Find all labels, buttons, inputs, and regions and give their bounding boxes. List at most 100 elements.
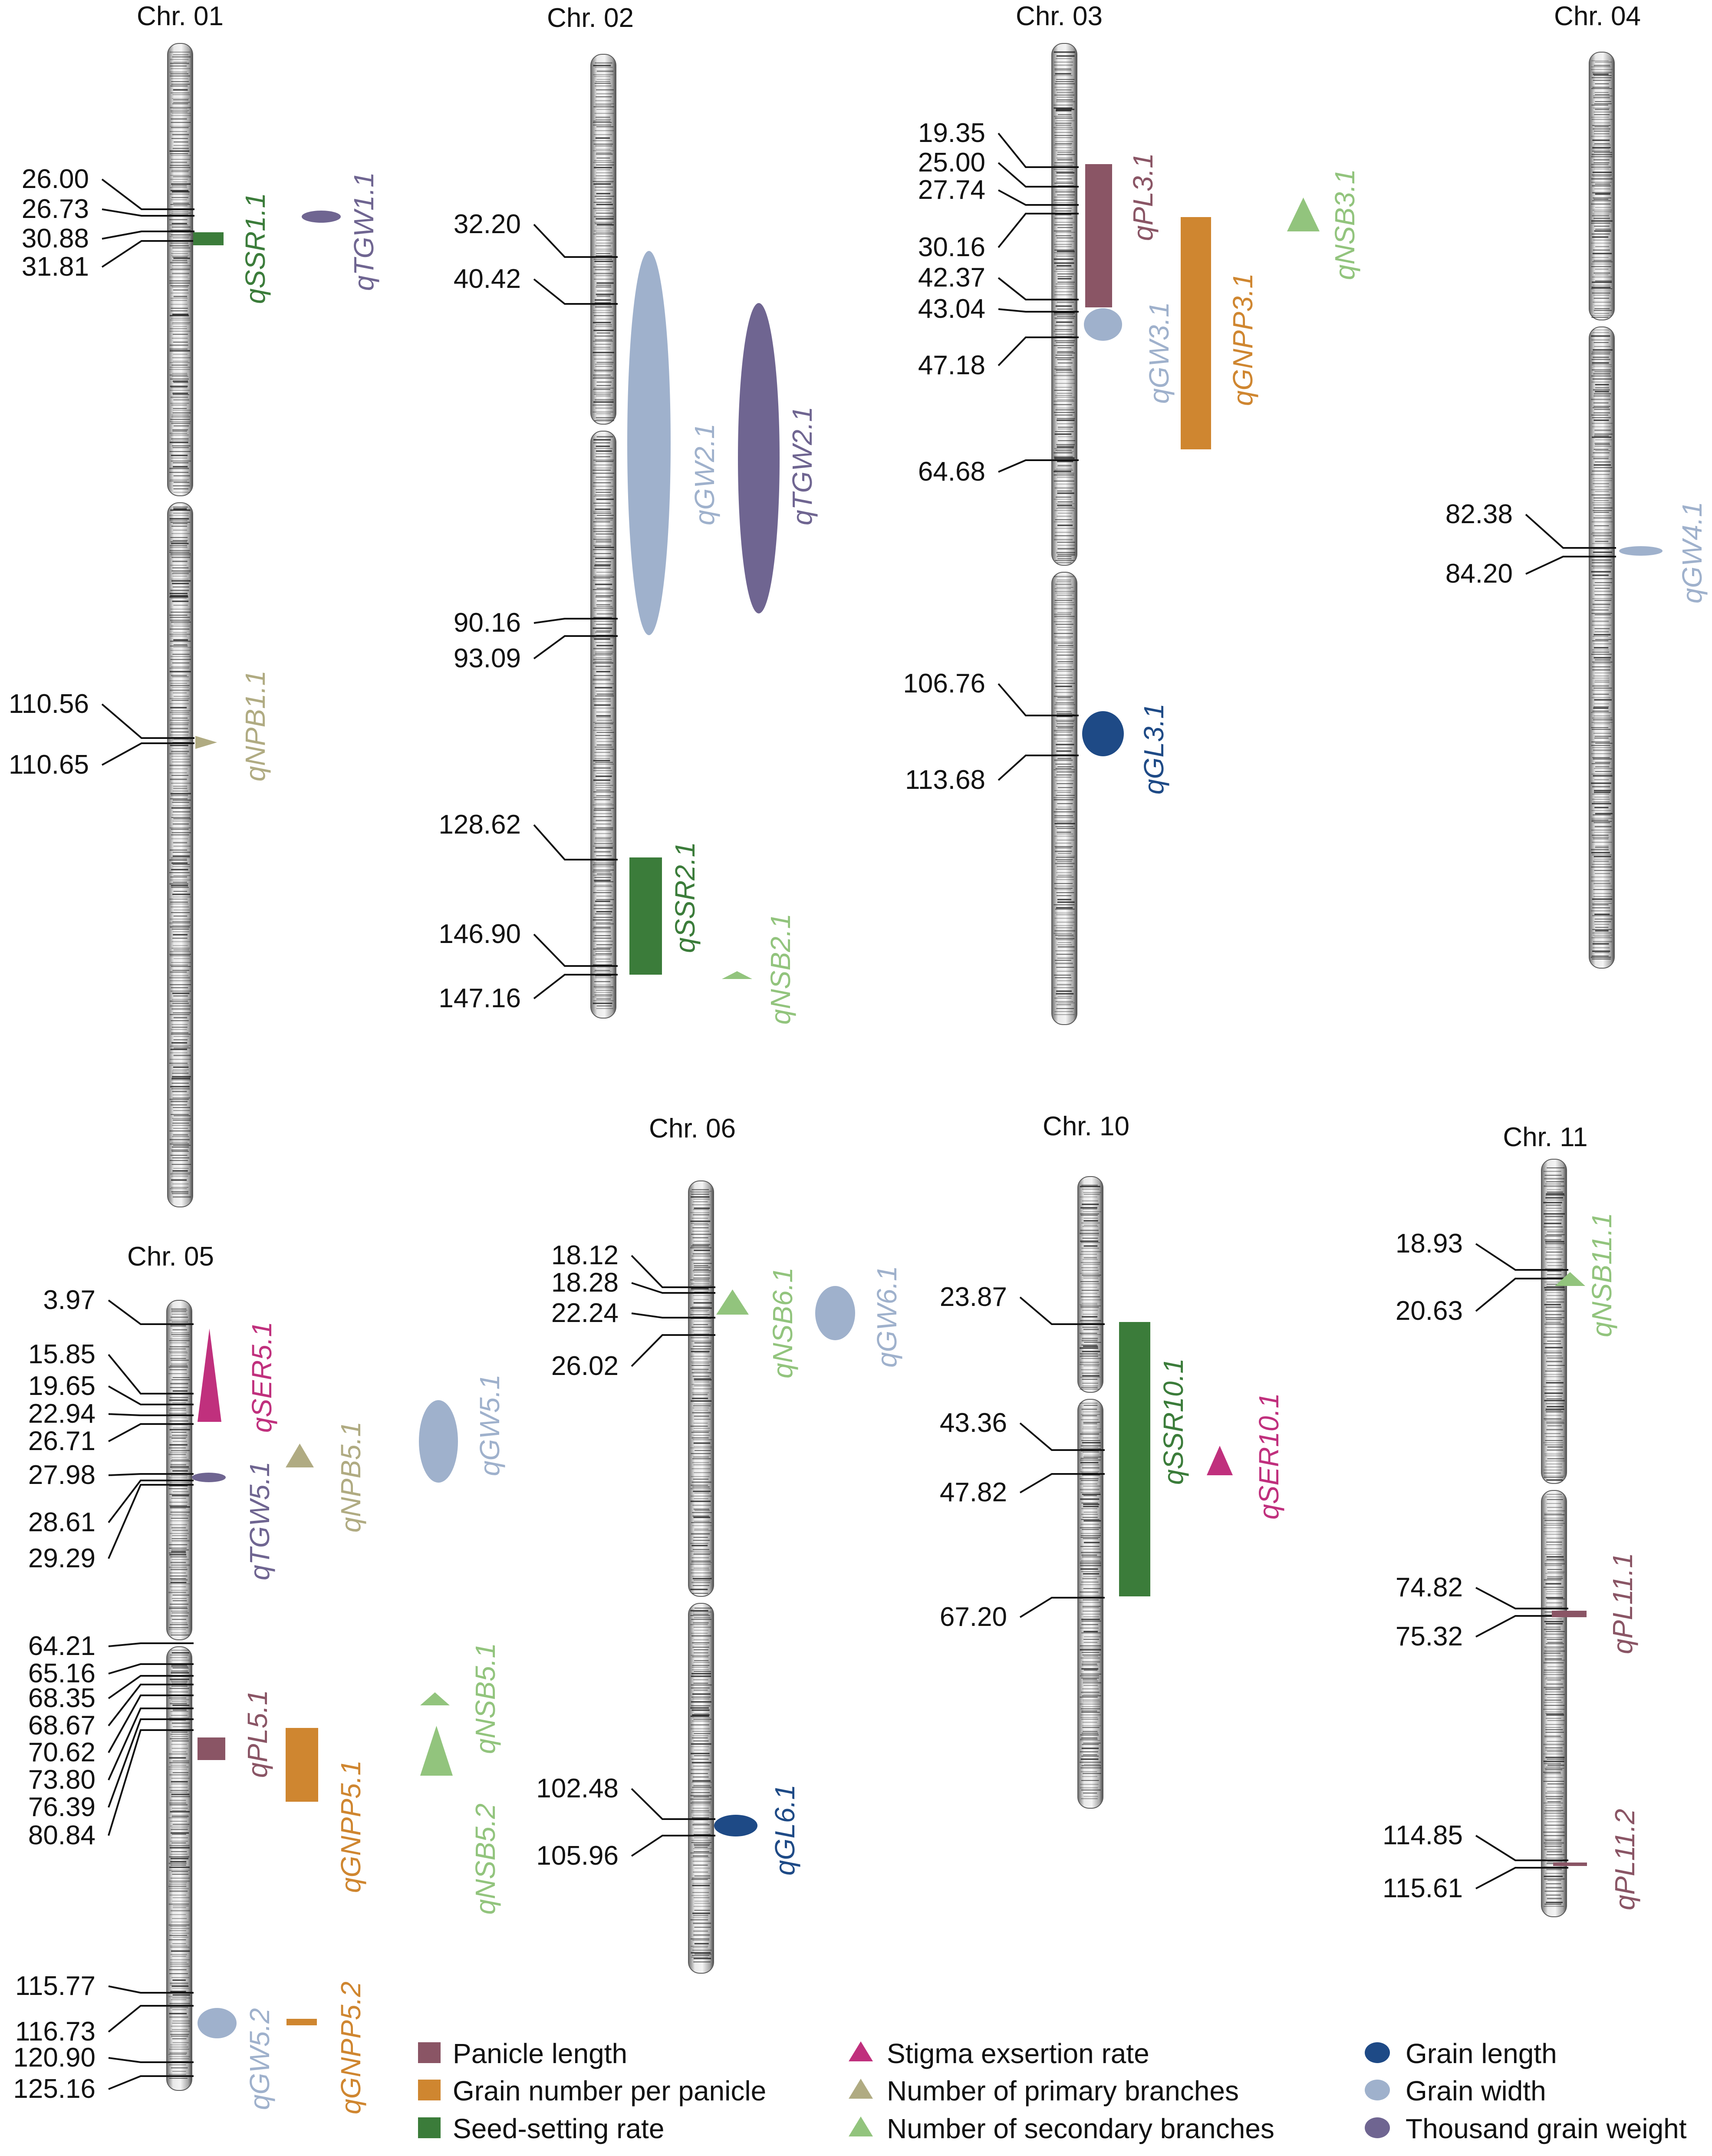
marker-leader-line: [108, 1642, 194, 1647]
qtl-qGW2-1: qGW2.1: [627, 251, 720, 635]
marker-chr05-5: 27.98: [28, 1460, 194, 1490]
marker-chr03-1: 25.00: [918, 148, 1079, 188]
marker-chr03-0: 19.35: [918, 118, 1079, 168]
marker-chr05-8: 64.21: [28, 1631, 194, 1661]
marker-leader-line: [998, 162, 1079, 188]
legend-swatch: [849, 2079, 873, 2099]
marker-chr03-9: 113.68: [905, 755, 1079, 795]
marker-leader-line: [102, 208, 194, 217]
chromosome-title: Chr. 01: [137, 1, 224, 31]
chromosome-short-arm: [1051, 43, 1077, 566]
marker-chr03-5: 43.04: [918, 294, 1079, 324]
chromosome-chr04: Chr. 04: [1554, 1, 1641, 969]
chromosome-bands: [690, 1189, 712, 1962]
marker-leader-line: [108, 1718, 194, 1808]
marker-chr05-4: 26.71: [28, 1423, 194, 1456]
marker-chr03-2: 27.74: [918, 175, 1079, 206]
marker-leader-line: [998, 683, 1079, 716]
chromosome-long-arm: [1051, 572, 1077, 1025]
qtl-ellipse-marker: [1082, 711, 1124, 756]
marker-leader-line: [108, 1423, 194, 1442]
chromosome-title: Chr. 10: [1043, 1111, 1129, 1141]
legend-label: Seed-setting rate: [453, 2113, 664, 2144]
marker-position-label: 40.42: [454, 264, 521, 294]
qtl-label: qNSB2.1: [765, 913, 796, 1025]
chromosome-title: Chr. 11: [1503, 1122, 1587, 1152]
legend-label: Thousand grain weight: [1406, 2113, 1687, 2144]
qtl-label: qNSB6.1: [767, 1267, 798, 1378]
marker-chr05-16: 115.77: [15, 1971, 194, 2001]
marker-leader-line: [1019, 1422, 1105, 1451]
qtl-label: qNSB3.1: [1329, 169, 1360, 280]
qtl-triangle-marker: [1287, 198, 1320, 231]
marker-position-label: 65.16: [28, 1658, 95, 1688]
marker-position-label: 26.02: [551, 1351, 619, 1381]
marker-leader-line: [631, 1255, 715, 1288]
qtl-label: qNPB5.1: [335, 1421, 366, 1533]
marker-chr06-4: 102.48: [536, 1774, 715, 1820]
chromosome-long-arm: [166, 1646, 192, 2091]
marker-chr03-7: 64.68: [918, 457, 1079, 487]
marker-leader-line: [108, 1480, 194, 1523]
legend-swatch: [1365, 2042, 1390, 2063]
legend-swatch: [418, 2117, 441, 2138]
marker-chr05-2: 19.65: [28, 1371, 194, 1405]
marker-chr05-13: 73.80: [28, 1708, 194, 1795]
marker-position-label: 18.12: [551, 1240, 619, 1270]
marker-position-label: 76.39: [28, 1792, 95, 1822]
qtl-rect-marker: [286, 2019, 317, 2025]
legend-label: Stigma exsertion rate: [887, 2038, 1149, 2069]
qtl-qNSB6-1: qNSB6.1: [716, 1267, 798, 1378]
marker-leader-line: [1525, 556, 1616, 575]
legend-item-seed-setting: Seed-setting rate: [418, 2113, 664, 2144]
chromosome-long-arm: [590, 431, 616, 1019]
marker-leader-line: [998, 755, 1079, 781]
chromosome-title: Chr. 06: [649, 1114, 736, 1144]
marker-leader-line: [998, 336, 1079, 366]
marker-leader-line: [998, 132, 1079, 168]
qtl-triangle-marker: [420, 1692, 450, 1705]
marker-chr02-3: 93.09: [454, 635, 618, 673]
qtl-qPL3-1: qPL3.1: [1085, 153, 1159, 307]
marker-chr11-1: 20.63: [1396, 1278, 1568, 1326]
qtl-qGNPP5-1: qGNPP5.1: [286, 1728, 366, 1893]
chromosome-bands: [593, 62, 614, 1009]
qtl-ellipse-marker: [714, 1815, 757, 1836]
qtl-label: qGW3.1: [1143, 302, 1175, 404]
chromosome-title: Chr. 02: [547, 3, 634, 33]
marker-chr03-6: 47.18: [918, 336, 1079, 380]
marker-chr10-0: 23.87: [940, 1282, 1105, 1325]
marker-leader-line: [533, 635, 618, 659]
chromosome-short-arm: [1541, 1159, 1567, 1484]
qtl-rect-marker: [1119, 1322, 1150, 1596]
legend-swatch: [418, 2042, 441, 2063]
marker-leader-line: [1019, 1597, 1105, 1618]
qtl-label: qGNPP5.1: [335, 1760, 366, 1893]
marker-leader-line: [533, 278, 618, 305]
marker-position-label: 18.28: [551, 1268, 619, 1298]
qtl-rect-marker: [198, 1737, 225, 1760]
qtl-label: qGW5.1: [474, 1374, 505, 1476]
marker-position-label: 64.21: [28, 1631, 95, 1661]
marker-chr11-5: 115.61: [1383, 1867, 1568, 1903]
chromosome-bands: [168, 1308, 190, 2079]
marker-leader-line: [631, 1334, 715, 1367]
marker-leader-line: [998, 308, 1079, 313]
marker-leader-line: [108, 2057, 194, 2063]
qtl-label: qTGW5.1: [244, 1461, 275, 1580]
qtl-rect-marker: [286, 1728, 318, 1802]
marker-chr03-8: 106.76: [903, 669, 1079, 716]
marker-chr05-18: 120.90: [13, 2043, 194, 2073]
marker-leader-line: [533, 933, 618, 967]
qtl-qTGW2-1: qTGW2.1: [738, 303, 818, 613]
marker-leader-line: [108, 1385, 194, 1405]
marker-position-label: 115.61: [1383, 1873, 1463, 1903]
qtl-ellipse-marker: [627, 251, 671, 635]
marker-position-label: 31.81: [22, 252, 89, 282]
qtl-qNSB3-1: qNSB3.1: [1287, 169, 1360, 280]
marker-leader-line: [631, 1788, 715, 1820]
marker-leader-line: [108, 1684, 194, 1727]
chromosome-bands: [169, 52, 191, 1198]
qtl-label: qSSR2.1: [669, 842, 701, 953]
